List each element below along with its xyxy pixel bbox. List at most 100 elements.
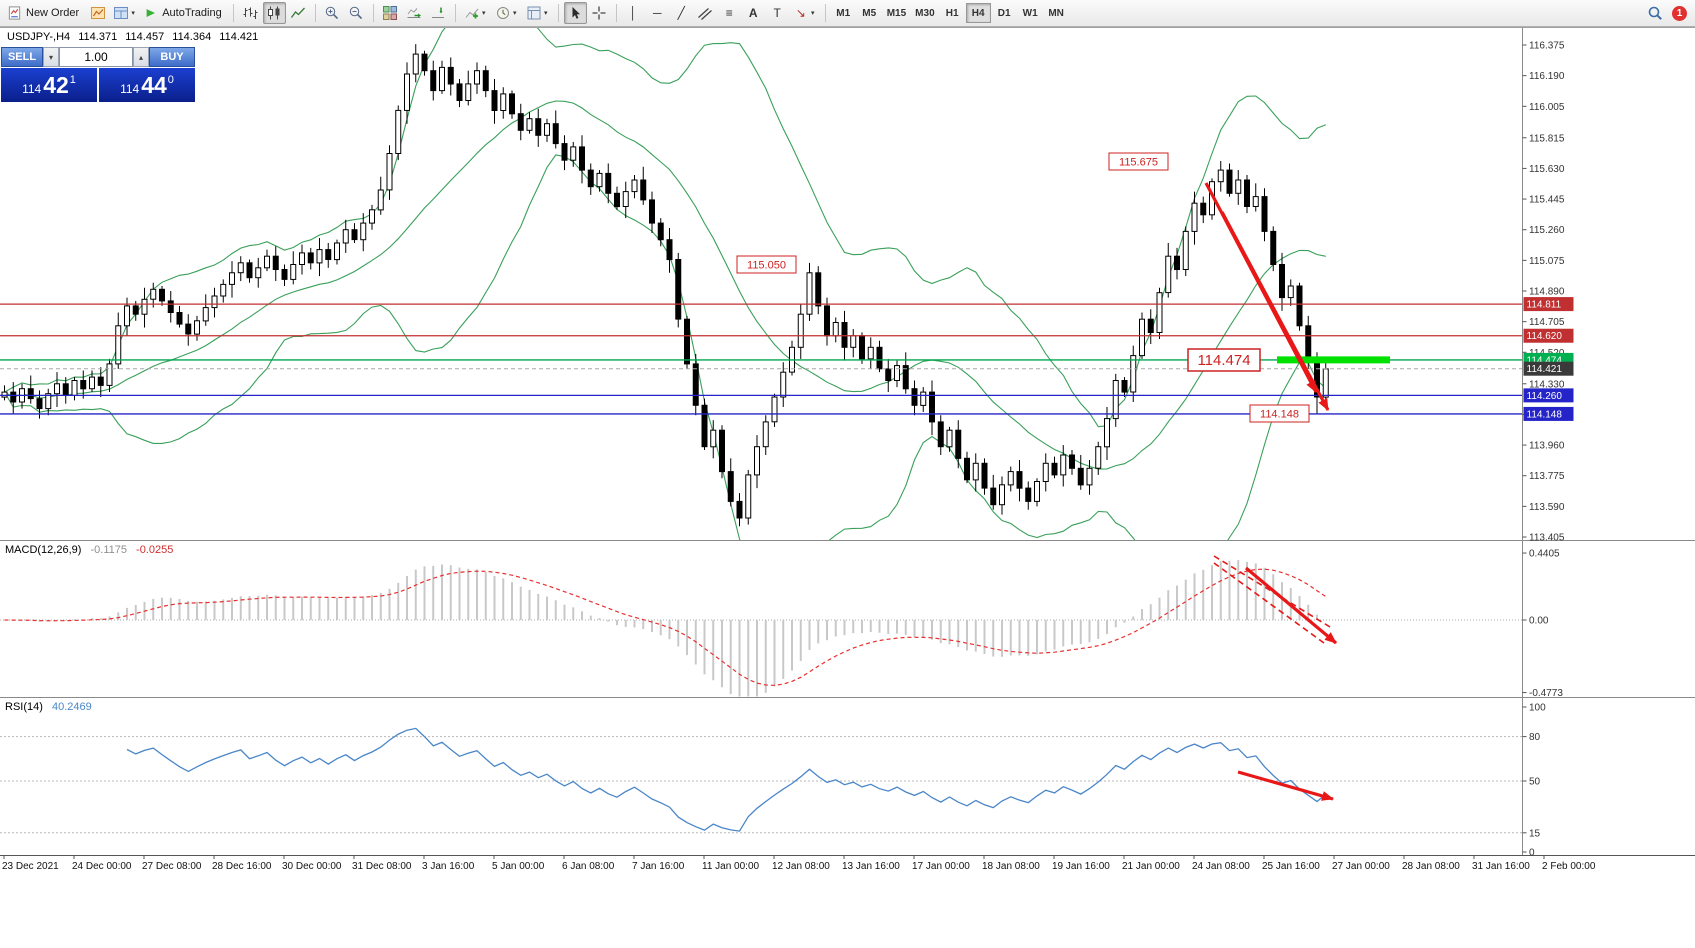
template-button[interactable]: ▾ bbox=[523, 2, 553, 24]
tile-windows-button[interactable] bbox=[379, 2, 402, 24]
svg-text:80: 80 bbox=[1529, 732, 1541, 743]
cursor-tool-button[interactable] bbox=[563, 2, 587, 24]
buy-price-display[interactable]: 114 44 0 bbox=[99, 68, 195, 102]
lot-decrease-button[interactable]: ▾ bbox=[43, 47, 59, 67]
bar-chart-button[interactable] bbox=[239, 2, 262, 24]
chevron-down-icon: ▾ bbox=[131, 10, 135, 17]
arrows-icon: ↘ bbox=[795, 6, 806, 20]
timeframe-m15[interactable]: M15 bbox=[886, 7, 907, 19]
arrows-tool-button[interactable]: ↘ ▾ bbox=[790, 2, 820, 24]
autotrading-button[interactable]: AutoTrading bbox=[141, 2, 228, 24]
candlestick-chart-button[interactable] bbox=[262, 2, 286, 24]
trend-arrow[interactable] bbox=[1237, 770, 1334, 801]
period-button[interactable]: ▾ bbox=[492, 2, 522, 24]
macd-name: MACD(12,26,9) bbox=[5, 544, 82, 556]
horizontal-line-tool-button[interactable]: ─ bbox=[646, 2, 669, 24]
svg-text:114.474: 114.474 bbox=[1527, 355, 1563, 366]
chart-title: USDJPY-,H4 114.371 114.457 114.364 114.4… bbox=[7, 31, 263, 43]
timeframe-m5[interactable]: M5 bbox=[862, 7, 877, 19]
fibonacci-tool-button[interactable]: ≡ bbox=[718, 2, 741, 24]
low-value: 114.364 bbox=[172, 31, 212, 43]
svg-text:0: 0 bbox=[1529, 848, 1535, 859]
price-tag: 114.620 bbox=[1523, 328, 1574, 343]
toolbar-separator bbox=[824, 4, 826, 22]
vertical-line-tool-button[interactable]: │ bbox=[622, 2, 645, 24]
chevron-down-icon: ▾ bbox=[481, 10, 486, 17]
svg-text:30 Dec 00:00: 30 Dec 00:00 bbox=[282, 861, 342, 872]
macd-main-value: -0.1175 bbox=[90, 544, 127, 556]
symbol-period-label: USDJPY-,H4 bbox=[7, 31, 71, 43]
trend-arrow[interactable] bbox=[1244, 566, 1338, 645]
svg-text:27 Dec 08:00: 27 Dec 08:00 bbox=[142, 861, 202, 872]
timeframe-m30[interactable]: M30 bbox=[915, 7, 935, 19]
timeframe-w1[interactable]: W1 bbox=[1022, 7, 1038, 19]
lot-increase-button[interactable]: ▴ bbox=[133, 47, 149, 67]
timeframe-h1[interactable]: H1 bbox=[945, 7, 959, 19]
bollinger-upper bbox=[4, 28, 1327, 428]
trend-arrow[interactable] bbox=[1213, 562, 1325, 644]
svg-text:115.075: 115.075 bbox=[1529, 256, 1565, 267]
timeframe-h4[interactable]: H4 bbox=[965, 3, 991, 23]
notification-badge[interactable]: 1 bbox=[1672, 5, 1687, 21]
toolbar: New Order ▾ AutoTrading bbox=[0, 0, 1695, 27]
trend-arrow[interactable] bbox=[1213, 555, 1331, 628]
label-tool-button[interactable]: T bbox=[766, 2, 789, 24]
trend-arrow[interactable] bbox=[1220, 211, 1330, 411]
channel-tool-button[interactable] bbox=[694, 2, 717, 24]
zoom-in-button[interactable] bbox=[321, 2, 344, 24]
svg-text:12 Jan 08:00: 12 Jan 08:00 bbox=[772, 861, 830, 872]
price-callout[interactable]: 114.148 bbox=[1249, 404, 1310, 423]
profiles-button[interactable]: ▾ bbox=[110, 2, 140, 24]
new-chart-button[interactable] bbox=[86, 2, 109, 24]
zoom-out-button[interactable] bbox=[345, 2, 368, 24]
timeframe-d1[interactable]: D1 bbox=[997, 7, 1011, 19]
new-order-icon bbox=[7, 5, 22, 21]
text-tool-button[interactable]: A bbox=[742, 2, 765, 24]
line-chart-button[interactable] bbox=[287, 2, 310, 24]
crosshair-tool-button[interactable] bbox=[588, 2, 611, 24]
svg-text:114.811: 114.811 bbox=[1527, 300, 1562, 311]
auto-scroll-button[interactable] bbox=[403, 2, 426, 24]
svg-text:115.815: 115.815 bbox=[1529, 133, 1565, 144]
timeframe-mn[interactable]: MN bbox=[1048, 7, 1064, 19]
svg-text:114.474: 114.474 bbox=[1197, 352, 1250, 369]
sell-button[interactable]: SELL bbox=[1, 47, 43, 67]
new-order-button[interactable]: New Order bbox=[4, 2, 85, 24]
price-callout[interactable]: 115.675 bbox=[1108, 152, 1169, 171]
macd-signal-line bbox=[4, 568, 1327, 686]
buy-button[interactable]: BUY bbox=[149, 47, 195, 67]
svg-text:116.375: 116.375 bbox=[1529, 41, 1565, 52]
toolbar-separator bbox=[314, 4, 316, 22]
sell-price-display[interactable]: 114 42 1 bbox=[1, 68, 97, 102]
price-tag: 114.421 bbox=[1523, 361, 1574, 376]
svg-text:50: 50 bbox=[1529, 777, 1541, 788]
macd-panel[interactable] bbox=[0, 559, 1522, 700]
rsi-label: RSI(14) 40.2469 bbox=[5, 701, 98, 713]
svg-text:114.620: 114.620 bbox=[1527, 331, 1563, 342]
lot-size-input[interactable] bbox=[59, 47, 133, 67]
cursor-icon bbox=[567, 5, 583, 21]
svg-text:100: 100 bbox=[1529, 703, 1546, 714]
add-indicator-icon bbox=[464, 5, 480, 21]
search-button[interactable] bbox=[1643, 2, 1666, 24]
add-indicator-button[interactable]: ▾ bbox=[461, 2, 491, 24]
sell-price-sup: 1 bbox=[69, 74, 76, 86]
macd-signal-value: -0.0255 bbox=[136, 544, 174, 556]
chevron-down-icon: ▾ bbox=[512, 10, 517, 17]
trendline-tool-button[interactable]: ╱ bbox=[670, 2, 693, 24]
new-order-label: New Order bbox=[26, 7, 80, 19]
svg-text:6 Jan 08:00: 6 Jan 08:00 bbox=[562, 861, 615, 872]
price-chart[interactable] bbox=[0, 0, 1522, 579]
chart-shift-button[interactable] bbox=[427, 2, 450, 24]
rsi-panel[interactable] bbox=[0, 727, 1522, 834]
profiles-icon bbox=[113, 5, 129, 21]
svg-text:115.445: 115.445 bbox=[1529, 195, 1565, 206]
timeframe-m1[interactable]: M1 bbox=[836, 7, 851, 19]
rsi-name: RSI(14) bbox=[5, 701, 43, 713]
svg-text:31 Dec 08:00: 31 Dec 08:00 bbox=[352, 861, 412, 872]
price-callout[interactable]: 114.474 bbox=[1187, 348, 1261, 372]
svg-text:116.190: 116.190 bbox=[1529, 71, 1565, 82]
price-callout[interactable]: 115.050 bbox=[736, 255, 797, 274]
price-tag: 114.260 bbox=[1523, 388, 1574, 403]
